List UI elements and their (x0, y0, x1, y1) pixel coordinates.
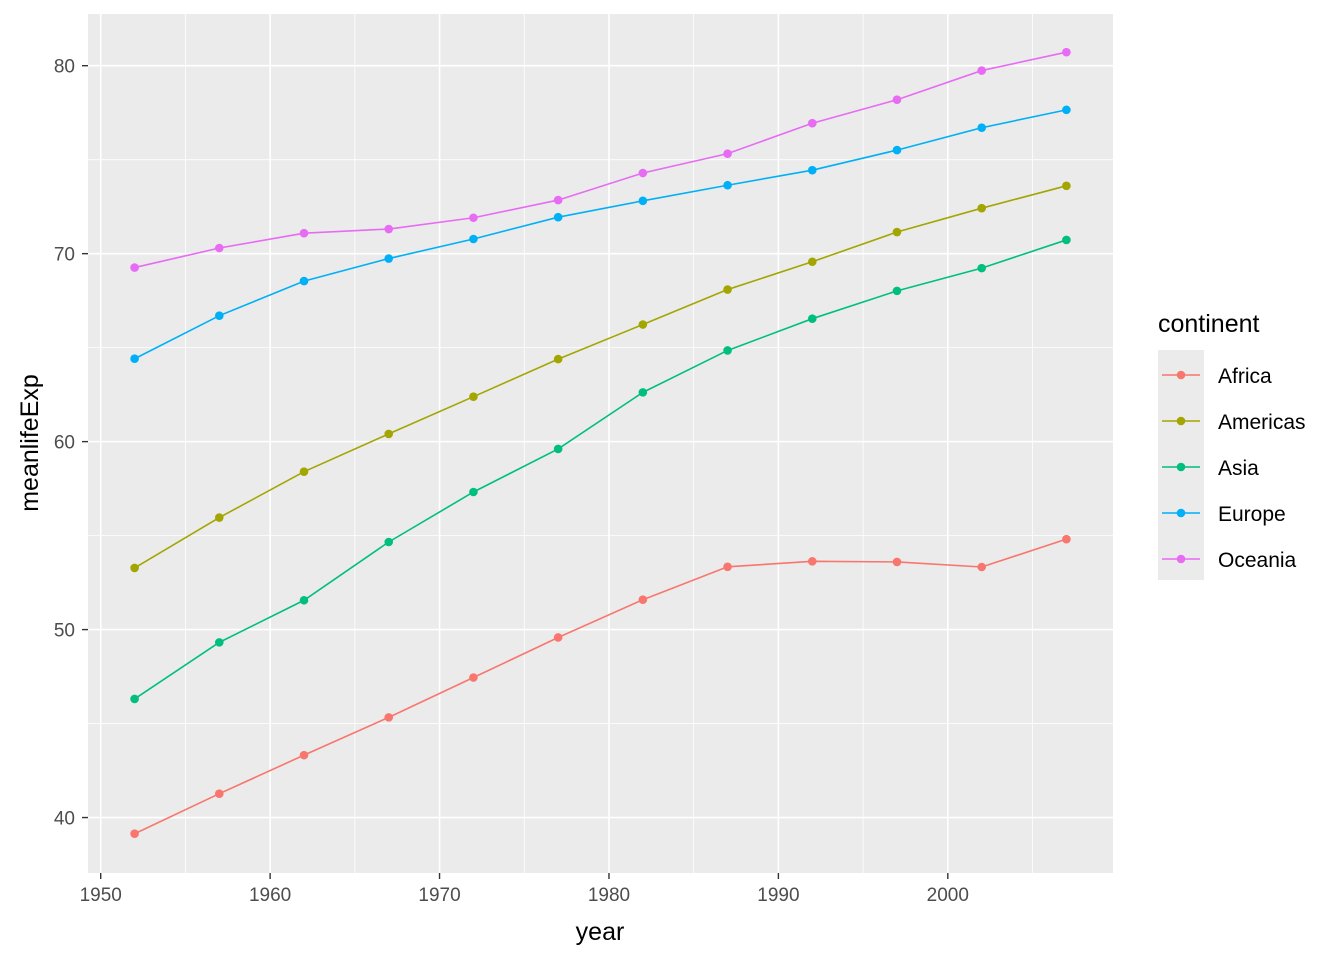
legend-label-africa: Africa (1218, 365, 1272, 388)
data-point-europe (215, 311, 224, 320)
legend-entries: Africa Americas Asia Europe Oceania (1162, 365, 1306, 572)
data-point-africa (1062, 534, 1071, 544)
series-line-africa (134, 538, 1067, 835)
data-point-asia (130, 694, 139, 704)
data-point-europe (553, 212, 563, 222)
data-point-oceania (553, 195, 563, 205)
data-point-africa (892, 557, 902, 567)
data-point-oceania (469, 213, 478, 223)
legend-label-europe: Europe (1218, 503, 1286, 526)
data-point-oceania (1062, 47, 1071, 57)
data-point-africa (469, 673, 478, 682)
data-point-africa (130, 829, 139, 839)
x-axis: 1950 1960 1970 1980 1990 2000 (80, 873, 969, 906)
data-point-oceania (299, 228, 309, 238)
data-point-africa (553, 633, 563, 642)
panel-background (88, 14, 1113, 873)
legend: continent Africa Americas Asia Europe Oceani… (1158, 310, 1306, 580)
x-tick-label: 1970 (418, 885, 460, 906)
data-point-americas (638, 320, 648, 329)
grid-major (88, 14, 1113, 873)
legend-key-point-europe (1176, 508, 1186, 518)
data-point-africa (977, 562, 986, 572)
y-tick-label: 50 (54, 621, 75, 642)
data-point-asia (1062, 235, 1071, 245)
data-point-europe (1062, 105, 1071, 115)
data-point-americas (892, 227, 902, 237)
data-point-europe (469, 234, 478, 244)
data-point-americas (807, 257, 817, 267)
data-point-oceania (807, 118, 817, 128)
x-tick-label: 2000 (927, 885, 969, 906)
data-point-americas (130, 563, 139, 573)
data-point-asia (553, 444, 563, 454)
data-point-africa (299, 750, 309, 760)
data-point-americas (977, 203, 986, 213)
series-line-asia (134, 239, 1067, 700)
data-point-europe (892, 145, 902, 155)
data-point-oceania (892, 95, 902, 105)
y-tick-label: 40 (54, 809, 75, 830)
series-layer (130, 47, 1071, 839)
series-line-europe (134, 109, 1067, 360)
data-point-asia (215, 638, 224, 647)
data-point-europe (977, 123, 986, 133)
legend-key-point-americas (1176, 416, 1186, 426)
data-point-africa (384, 713, 394, 722)
data-point-europe (384, 254, 394, 263)
legend-key-point-oceania (1176, 554, 1186, 564)
data-point-europe (723, 180, 732, 190)
data-point-americas (553, 354, 563, 364)
data-point-asia (638, 388, 648, 397)
legend-key-point-asia (1176, 462, 1186, 472)
grid-minor (88, 14, 1113, 873)
data-point-asia (977, 263, 986, 273)
data-point-africa (807, 557, 817, 566)
y-tick-label: 70 (54, 245, 75, 266)
data-point-europe (299, 276, 309, 286)
data-point-americas (1062, 181, 1071, 191)
data-point-africa (215, 789, 224, 798)
data-point-americas (469, 392, 478, 401)
x-tick-label: 1950 (80, 885, 122, 906)
data-point-americas (723, 285, 732, 294)
data-point-europe (807, 165, 817, 175)
data-point-oceania (723, 149, 732, 158)
data-point-americas (384, 429, 394, 439)
series-line-americas (134, 185, 1067, 569)
legend-label-oceania: Oceania (1218, 549, 1297, 572)
data-point-africa (638, 595, 648, 604)
legend-key-point-africa (1176, 370, 1186, 380)
x-axis-title: year (576, 918, 625, 946)
x-tick-label: 1980 (588, 885, 630, 906)
data-point-oceania (215, 243, 224, 253)
y-axis: 40 50 60 70 80 (54, 57, 88, 830)
data-point-europe (638, 196, 648, 206)
legend-label-americas: Americas (1218, 411, 1306, 434)
data-point-asia (384, 537, 394, 547)
y-axis-title: meanlifeExp (16, 374, 44, 512)
legend-title: continent (1158, 310, 1260, 338)
data-point-africa (723, 562, 732, 572)
data-point-asia (299, 595, 309, 605)
x-tick-label: 1960 (249, 885, 291, 906)
data-point-oceania (384, 224, 394, 234)
series-line-oceania (134, 51, 1067, 269)
data-point-americas (299, 467, 309, 476)
legend-label-asia: Asia (1218, 457, 1259, 480)
y-tick-label: 60 (54, 433, 75, 454)
x-tick-label: 1990 (757, 885, 799, 906)
data-point-oceania (638, 168, 648, 178)
y-tick-label: 80 (54, 57, 75, 78)
data-point-oceania (977, 66, 986, 75)
data-point-europe (130, 354, 139, 364)
data-point-americas (215, 513, 224, 522)
data-point-asia (469, 487, 478, 497)
data-point-oceania (130, 263, 139, 272)
data-point-asia (807, 314, 817, 323)
data-point-asia (892, 286, 902, 296)
data-point-asia (723, 346, 732, 355)
